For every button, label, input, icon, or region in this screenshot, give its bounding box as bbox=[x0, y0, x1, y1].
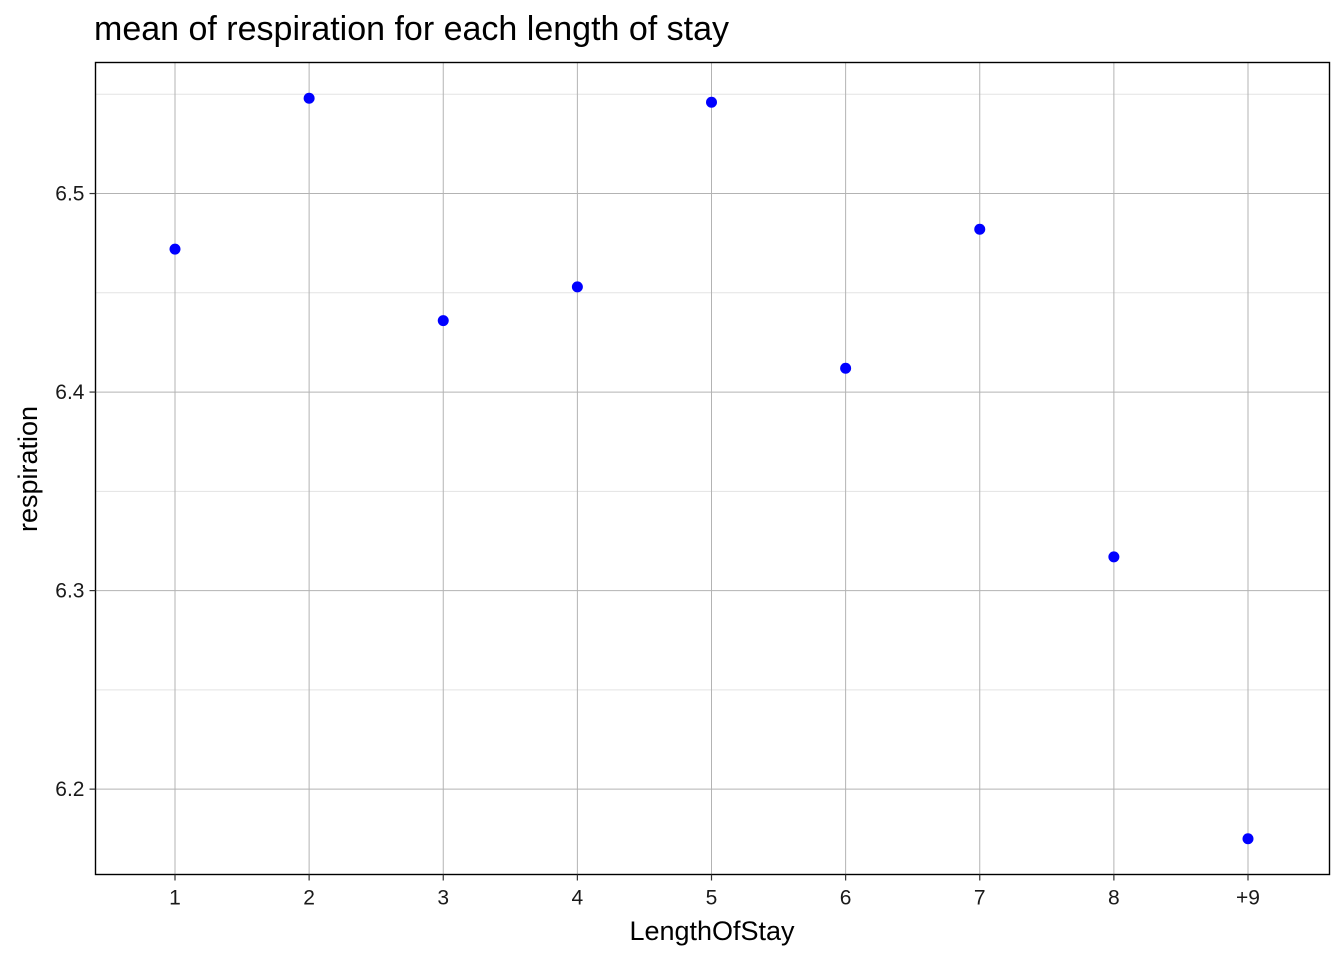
data-point bbox=[1108, 551, 1120, 563]
x-tick-label: 6 bbox=[840, 887, 852, 910]
data-point bbox=[571, 281, 583, 293]
y-tick-label: 6.3 bbox=[55, 580, 84, 603]
x-tick-label: 2 bbox=[303, 887, 315, 910]
x-tick-label: 4 bbox=[572, 887, 584, 910]
grid-lines bbox=[95, 62, 1330, 875]
data-point bbox=[169, 243, 181, 255]
x-tick-label: 1 bbox=[169, 887, 181, 910]
data-points bbox=[169, 92, 1254, 845]
x-tick-label: 5 bbox=[706, 887, 718, 910]
data-point bbox=[303, 92, 315, 104]
y-tick-label: 6.5 bbox=[55, 183, 84, 206]
y-tick-label: 6.4 bbox=[55, 381, 85, 404]
x-tick-label: +9 bbox=[1236, 887, 1260, 910]
x-tick-label: 7 bbox=[974, 887, 986, 910]
chart-title: mean of respiration for each length of s… bbox=[94, 10, 729, 48]
axis-ticks bbox=[89, 192, 1249, 881]
plot-panel-border bbox=[94, 61, 1331, 876]
y-tick-label: 6.2 bbox=[55, 778, 84, 801]
data-point bbox=[1242, 833, 1254, 845]
x-axis-label: LengthOfStay bbox=[629, 916, 795, 946]
y-axis-label: respiration bbox=[13, 406, 43, 532]
data-point bbox=[840, 362, 852, 374]
tick-labels: 6.2 6.3 6.4 6.5 1 2 3 4 5 6 7 8 +9 bbox=[55, 183, 1260, 910]
x-tick-label: 8 bbox=[1108, 887, 1120, 910]
data-point bbox=[974, 223, 986, 235]
x-tick-label: 3 bbox=[437, 887, 449, 910]
data-point bbox=[437, 315, 449, 327]
data-point bbox=[706, 96, 717, 108]
